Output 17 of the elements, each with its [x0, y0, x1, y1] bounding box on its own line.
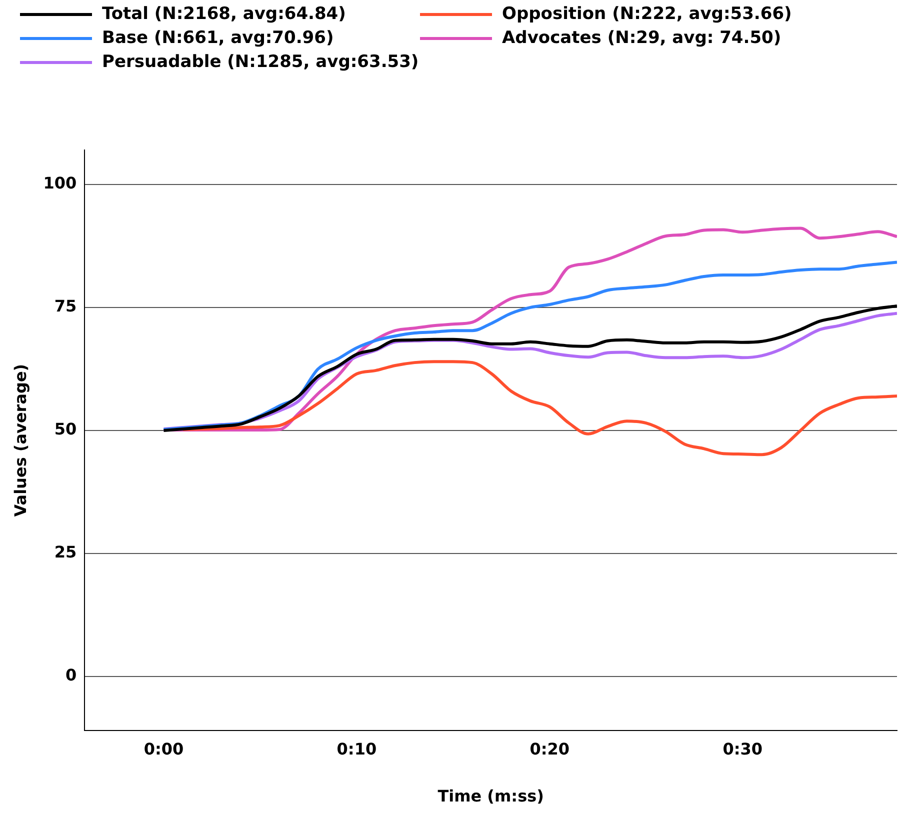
x-tick-label: 0:20	[530, 739, 570, 758]
x-tick-label: 0:00	[144, 739, 184, 758]
line-series	[182, 360, 897, 456]
x-tick-label: 0:10	[336, 739, 377, 758]
y-tick-label: 0	[65, 666, 77, 685]
legend-label: Persuadable (N:1285, avg:63.53)	[102, 52, 419, 72]
legend-label: Opposition (N:222, avg:53.66)	[502, 4, 792, 24]
legend-label: Total (N:2168, avg:64.84)	[102, 4, 346, 24]
y-tick-label: 100	[43, 174, 77, 193]
y-axis-title: Values (average)	[10, 364, 30, 517]
legend-label: Base (N:661, avg:70.96)	[102, 28, 334, 48]
legend-label: Advocates (N:29, avg: 74.50)	[502, 28, 782, 48]
y-tick-label: 75	[54, 296, 77, 316]
x-tick-label: 0:30	[722, 739, 763, 758]
x-axis-title: Time (m:ss)	[438, 786, 544, 806]
y-tick-label: 50	[54, 420, 77, 439]
y-tick-label: 25	[54, 542, 77, 562]
